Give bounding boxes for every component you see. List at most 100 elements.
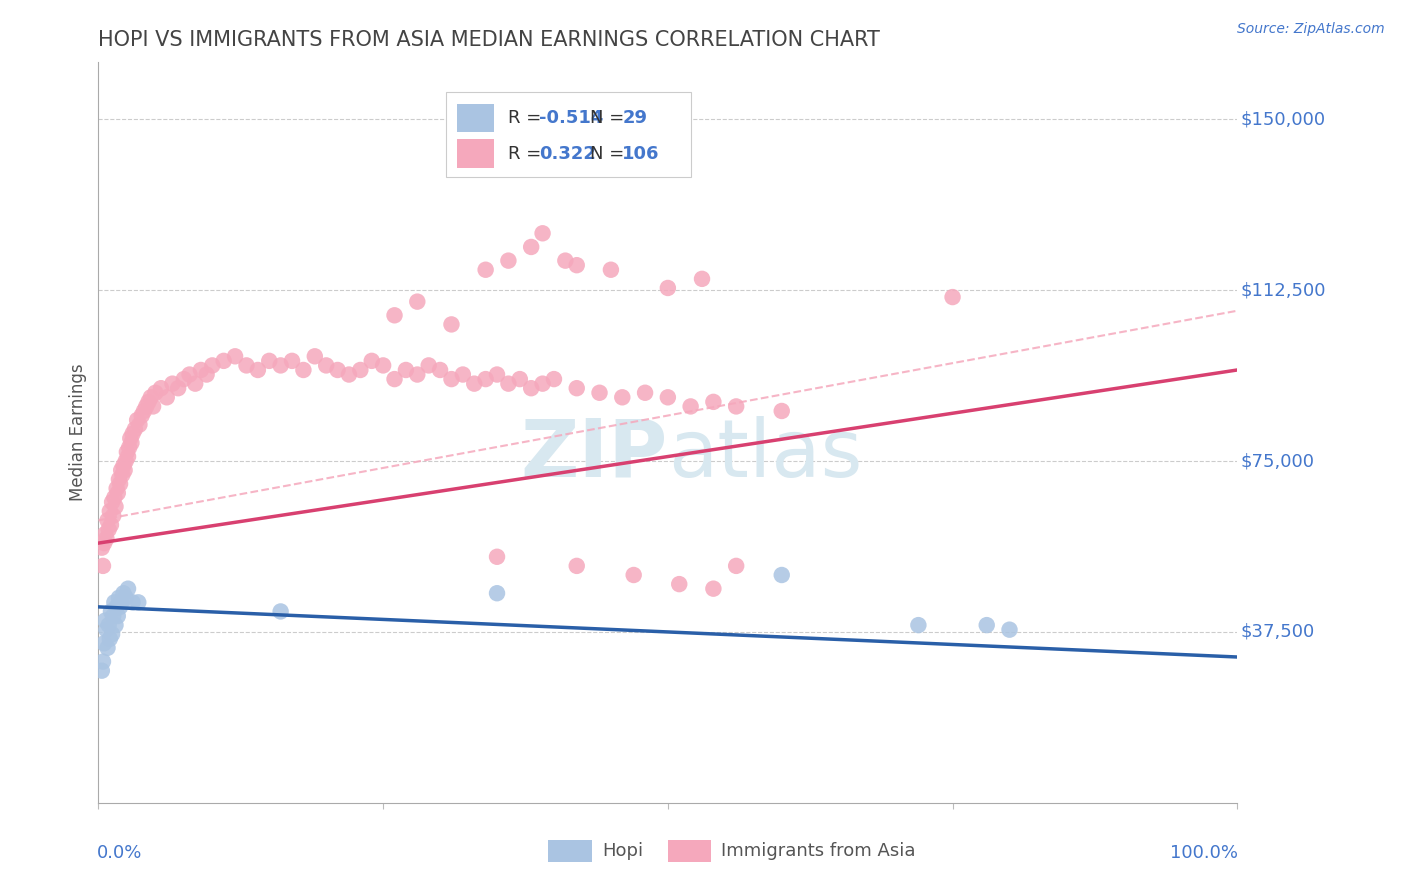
Point — [292, 363, 315, 377]
Text: HOPI VS IMMIGRANTS FROM ASIA MEDIAN EARNINGS CORRELATION CHART: HOPI VS IMMIGRANTS FROM ASIA MEDIAN EARN… — [98, 29, 880, 50]
Point — [395, 363, 418, 377]
Point — [224, 349, 246, 363]
Point — [770, 404, 793, 418]
Point — [98, 504, 121, 518]
Point — [120, 431, 142, 445]
Text: R =: R = — [509, 145, 547, 162]
Point — [107, 486, 129, 500]
Point — [90, 541, 112, 555]
Point — [270, 359, 292, 373]
Point — [111, 467, 134, 482]
Point — [135, 400, 157, 414]
Text: 100.0%: 100.0% — [1170, 844, 1239, 862]
Point — [110, 595, 132, 609]
Point — [474, 372, 496, 386]
Text: Immigrants from Asia: Immigrants from Asia — [721, 842, 915, 860]
Point — [998, 623, 1021, 637]
Text: atlas: atlas — [668, 416, 862, 494]
Text: R =: R = — [509, 110, 547, 128]
Point — [623, 568, 645, 582]
Point — [725, 558, 748, 573]
Point — [91, 558, 114, 573]
Point — [97, 523, 120, 537]
Point — [770, 568, 793, 582]
Point — [520, 381, 543, 395]
Point — [406, 368, 429, 382]
Point — [132, 404, 155, 418]
Point — [142, 400, 165, 414]
Point — [509, 372, 531, 386]
Point — [235, 359, 257, 373]
Text: -0.514: -0.514 — [538, 110, 603, 128]
Text: N =: N = — [591, 145, 630, 162]
Point — [668, 577, 690, 591]
Point — [91, 655, 114, 669]
Point — [127, 595, 149, 609]
Point — [588, 385, 610, 400]
Point — [96, 623, 118, 637]
Point — [101, 495, 124, 509]
Point — [406, 294, 429, 309]
Point — [96, 513, 118, 527]
Point — [114, 591, 136, 605]
Point — [107, 609, 129, 624]
Point — [440, 318, 463, 332]
Point — [657, 281, 679, 295]
Point — [304, 349, 326, 363]
Text: 0.0%: 0.0% — [97, 844, 142, 862]
Text: Source: ZipAtlas.com: Source: ZipAtlas.com — [1237, 22, 1385, 37]
Text: 0.322: 0.322 — [538, 145, 596, 162]
Point — [679, 400, 702, 414]
Point — [108, 591, 131, 605]
Point — [114, 454, 136, 468]
Point — [104, 500, 127, 514]
Point — [565, 558, 588, 573]
Text: $37,500: $37,500 — [1240, 623, 1315, 641]
Point — [98, 632, 121, 646]
Point — [201, 359, 224, 373]
Point — [702, 582, 724, 596]
Y-axis label: Median Earnings: Median Earnings — [69, 364, 87, 501]
Point — [120, 435, 142, 450]
Point — [371, 359, 394, 373]
Point — [360, 354, 382, 368]
Point — [105, 599, 128, 614]
Point — [173, 372, 195, 386]
Text: $112,500: $112,500 — [1240, 281, 1326, 299]
Point — [162, 376, 184, 391]
Point — [418, 359, 440, 373]
Point — [139, 390, 162, 404]
Point — [96, 640, 118, 655]
Point — [486, 368, 509, 382]
Point — [97, 618, 120, 632]
Point — [118, 441, 141, 455]
Point — [112, 586, 135, 600]
Point — [104, 618, 127, 632]
Point — [94, 614, 117, 628]
Point — [657, 390, 679, 404]
Point — [326, 363, 349, 377]
Point — [690, 272, 713, 286]
Point — [725, 400, 748, 414]
Point — [100, 604, 122, 618]
Text: ZIP: ZIP — [520, 416, 668, 494]
Point — [128, 417, 150, 432]
Point — [612, 390, 634, 404]
Point — [121, 595, 143, 609]
FancyBboxPatch shape — [446, 92, 690, 178]
Point — [93, 536, 115, 550]
Point — [115, 445, 138, 459]
Point — [270, 604, 292, 618]
Text: $150,000: $150,000 — [1240, 111, 1326, 128]
Point — [451, 368, 474, 382]
Bar — [457, 104, 494, 132]
Point — [108, 476, 131, 491]
Bar — [668, 840, 711, 862]
Point — [184, 376, 207, 391]
Point — [531, 376, 554, 391]
Point — [103, 491, 125, 505]
Point — [907, 618, 929, 632]
Point — [486, 549, 509, 564]
Point — [337, 368, 360, 382]
Point — [127, 413, 149, 427]
